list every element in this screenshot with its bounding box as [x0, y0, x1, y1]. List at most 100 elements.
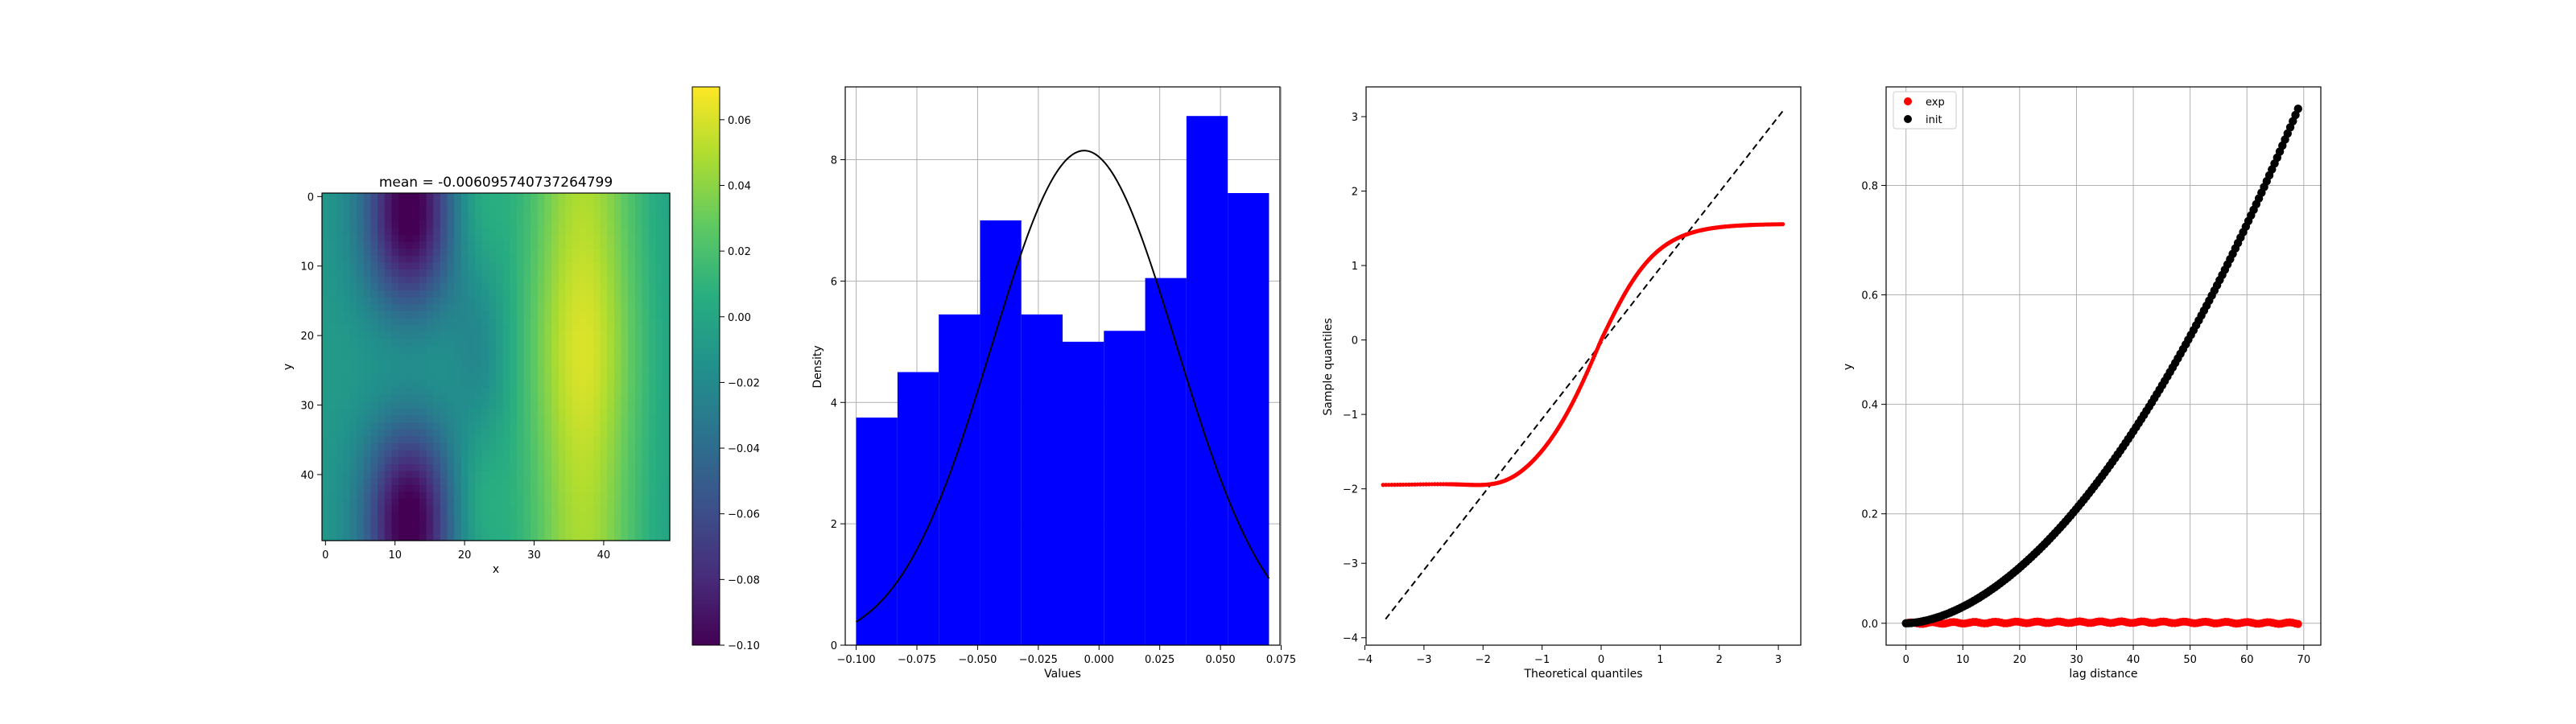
heatmap-cell [363, 484, 372, 493]
heatmap-cell [489, 213, 497, 222]
heatmap-cell [572, 436, 580, 444]
heatmap-cell [642, 193, 650, 201]
heatmap-cell [621, 318, 629, 326]
heatmap-cell [433, 457, 441, 465]
heatmap-cell [481, 360, 489, 368]
heatmap-cell [412, 339, 420, 347]
heatmap-cell [496, 360, 504, 368]
heatmap-cell [516, 415, 525, 423]
heatmap-cell [433, 401, 441, 409]
heatmap-cell [405, 269, 413, 278]
qq-y-tick-label: −4 [1343, 633, 1358, 645]
heatmap-cell [391, 520, 399, 528]
heatmap-cell [634, 331, 643, 340]
heatmap-cell [523, 373, 531, 381]
heatmap-cell [516, 381, 525, 389]
heatmap-cell [551, 436, 559, 444]
heatmap-cell [460, 450, 469, 458]
heatmap-cell [572, 234, 580, 243]
heatmap-cell [579, 318, 587, 326]
heatmap-cell [516, 408, 525, 417]
heatmap-cell [384, 450, 392, 458]
heatmap-cell [322, 505, 330, 514]
heatmap-cell [607, 408, 615, 417]
heatmap-cell [523, 346, 531, 354]
heatmap-cell [322, 241, 330, 249]
heatmap-cell [349, 422, 357, 430]
heatmap-cell [607, 478, 615, 486]
heatmap-cell [565, 360, 573, 368]
heatmap-cell [537, 207, 546, 215]
heatmap-cell [363, 533, 372, 541]
heatmap-cell [502, 311, 510, 319]
qq-point [1435, 482, 1440, 487]
heatmap-cell [613, 249, 622, 257]
heatmap-cell [384, 505, 392, 514]
heatmap-cell [475, 276, 483, 284]
heatmap-cell [537, 193, 546, 201]
heatmap-cell [530, 297, 539, 305]
heatmap-cell [502, 241, 510, 249]
heatmap-cell [558, 249, 566, 257]
heatmap-cell [649, 436, 657, 444]
heatmap-cell [378, 533, 386, 541]
heatmap-cell [378, 429, 386, 437]
heatmap-cell [342, 318, 351, 326]
heatmap-cell [579, 304, 587, 312]
heatmap-cell [579, 463, 587, 472]
heatmap-cell [440, 297, 448, 305]
heatmap-cell [600, 234, 608, 243]
heatmap-cell [572, 505, 580, 514]
heatmap-cell [405, 255, 413, 263]
heatmap-cell [342, 512, 351, 520]
heatmap-cell [530, 484, 539, 493]
heatmap-cell [663, 269, 671, 278]
heatmap-cell [398, 373, 407, 381]
heatmap-cell [328, 241, 336, 249]
heatmap-cell [516, 478, 525, 486]
heatmap-cell [384, 200, 392, 208]
heatmap-cell [447, 228, 455, 236]
heatmap-cell [349, 505, 357, 514]
heatmap-cell [600, 512, 608, 520]
heatmap-cell [572, 526, 580, 534]
heatmap-cell [357, 297, 365, 305]
heatmap-cell [336, 443, 344, 451]
heatmap-cell [579, 311, 587, 319]
heatmap-cell [496, 381, 504, 389]
heatmap-cell [447, 422, 455, 430]
heatmap-cell [426, 401, 434, 409]
heatmap-cell [565, 505, 573, 514]
heatmap-cell [322, 290, 330, 298]
heatmap-cell [496, 325, 504, 333]
heatmap-cell [357, 346, 365, 354]
histogram-bar [1021, 314, 1063, 645]
heatmap-cell [460, 429, 469, 437]
heatmap-cell [378, 505, 386, 514]
heatmap-cell [412, 360, 420, 368]
heatmap-cell [363, 457, 372, 465]
heatmap-cell [468, 290, 476, 298]
heatmap-cell [412, 505, 420, 514]
heatmap-cell [516, 429, 525, 437]
heatmap-cell [516, 262, 525, 270]
heatmap-cell [426, 415, 434, 423]
heatmap-cell [510, 429, 518, 437]
heatmap-cell [628, 463, 636, 472]
heatmap-cell [405, 249, 413, 257]
heatmap-cell [460, 325, 469, 333]
heatmap-cell [398, 207, 407, 215]
heatmap-cell [544, 471, 552, 479]
heatmap-cell [663, 367, 671, 375]
heatmap-cell [405, 478, 413, 486]
heatmap-cell [322, 318, 330, 326]
heatmap-cell [475, 318, 483, 326]
heatmap-cell [419, 283, 427, 291]
heatmap-cell [642, 234, 650, 243]
heatmap-cell [412, 283, 420, 291]
heatmap-cell [537, 520, 546, 528]
heatmap-cell [530, 387, 539, 396]
heatmap-cell [460, 408, 469, 417]
heatmap-cell [398, 401, 407, 409]
qq-x-tick-label: 0 [1598, 654, 1604, 666]
